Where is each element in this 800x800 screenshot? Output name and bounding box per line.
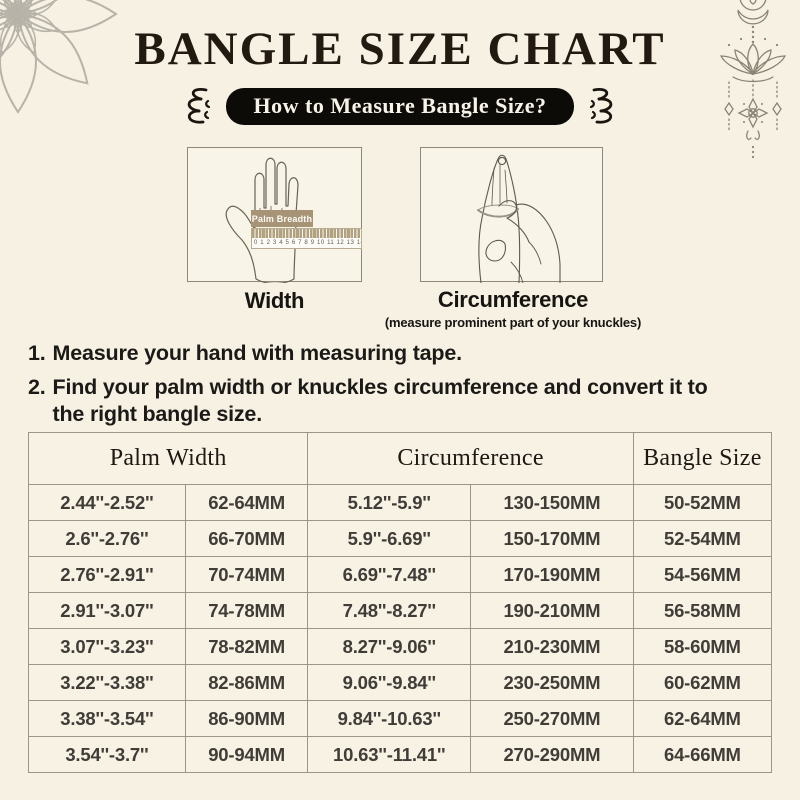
width-illustration-box: 0 1 2 3 4 5 6 7 8 9 10 11 12 13 14 Palm … xyxy=(187,147,362,283)
ruler: 0 1 2 3 4 5 6 7 8 9 10 11 12 13 14 xyxy=(251,228,362,249)
table-cell: 250-270MM xyxy=(470,700,634,737)
subtitle-pill: How to Measure Bangle Size? xyxy=(225,87,575,125)
table-cell: 2.91''-3.07'' xyxy=(28,592,186,629)
table-cell: 9.06''-9.84'' xyxy=(307,664,472,701)
circumference-illustration-box xyxy=(420,147,603,283)
table-cell: 2.44''-2.52'' xyxy=(28,484,186,521)
table-cell: 190-210MM xyxy=(470,592,634,629)
table-cell: 170-190MM xyxy=(470,556,634,593)
flourish-right-icon xyxy=(590,88,613,124)
table-row: 2.44''-2.52'' 62-64MM 5.12''-5.9'' 130-1… xyxy=(28,484,773,521)
table-cell: 64-66MM xyxy=(632,736,773,773)
table-row: 3.54''-3.7'' 90-94MM 10.63''-11.41'' 270… xyxy=(28,736,773,773)
table-cell: 50-52MM xyxy=(632,484,773,521)
ruler-numbers: 0 1 2 3 4 5 6 7 8 9 10 11 12 13 14 xyxy=(254,240,361,246)
width-caption: Width xyxy=(244,288,305,313)
knuckle-measure-illustration xyxy=(477,154,561,283)
table-cell: 210-230MM xyxy=(470,628,634,665)
table-cell: 56-58MM xyxy=(632,592,773,629)
instruction-step-1: 1. Measure your hand with measuring tape… xyxy=(28,340,768,366)
flourish-left-icon xyxy=(187,88,210,124)
circumference-caption-note: (measure prominent part of your knuckles… xyxy=(384,315,642,330)
subtitle-pill-label: How to Measure Bangle Size? xyxy=(253,93,547,118)
table-cell: 7.48''-8.27'' xyxy=(307,592,472,629)
table-row: 2.91''-3.07'' 74-78MM 7.48''-8.27'' 190-… xyxy=(28,592,773,629)
header-bangle-size: Bangle Size xyxy=(632,432,773,485)
instruction-text: Measure your hand with measuring tape. xyxy=(52,341,463,365)
table-cell: 8.27''-9.06'' xyxy=(307,628,472,665)
header-palm-width: Palm Width xyxy=(27,432,309,485)
instruction-number: 1. xyxy=(28,341,46,365)
instructions: 1. Measure your hand with measuring tape… xyxy=(28,340,768,435)
page-title: BANGLE SIZE CHART xyxy=(134,23,666,75)
table-cell: 3.07''-3.23'' xyxy=(28,628,186,665)
table-cell: 270-290MM xyxy=(470,736,634,773)
palm-breadth-label: Palm Breadth xyxy=(251,210,313,227)
table-row: 2.6''-2.76'' 66-70MM 5.9''-6.69'' 150-17… xyxy=(28,520,773,557)
table-row: 2.76''-2.91'' 70-74MM 6.69''-7.48'' 170-… xyxy=(28,556,773,593)
instruction-text: Find your palm width or knuckles circumf… xyxy=(52,375,708,426)
table-cell: 3.54''-3.7'' xyxy=(28,736,186,773)
table-cell: 6.69''-7.48'' xyxy=(307,556,472,593)
circumference-caption: Circumference (measure prominent part of… xyxy=(363,287,663,330)
table-cell: 9.84''-10.63'' xyxy=(307,700,472,737)
table-row: 3.38''-3.54'' 86-90MM 9.84''-10.63'' 250… xyxy=(28,700,773,737)
table-cell: 78-82MM xyxy=(184,628,309,665)
size-conversion-table: Palm Width Circumference Bangle Size 2.4… xyxy=(27,432,773,773)
table-cell: 5.12''-5.9'' xyxy=(307,484,472,521)
table-cell: 82-86MM xyxy=(184,664,309,701)
table-cell: 54-56MM xyxy=(632,556,773,593)
table-cell: 3.22''-3.38'' xyxy=(28,664,186,701)
table-cell: 52-54MM xyxy=(632,520,773,557)
table-cell: 2.6''-2.76'' xyxy=(28,520,186,557)
instruction-number: 2. xyxy=(28,375,46,400)
table-cell: 150-170MM xyxy=(470,520,634,557)
circumference-caption-label: Circumference xyxy=(437,287,589,312)
ruler-ticks xyxy=(252,229,361,238)
table-cell: 58-60MM xyxy=(632,628,773,665)
table-cell: 66-70MM xyxy=(184,520,309,557)
table-cell: 74-78MM xyxy=(184,592,309,629)
table-row: 3.22''-3.38'' 82-86MM 9.06''-9.84'' 230-… xyxy=(28,664,773,701)
table-cell: 3.38''-3.54'' xyxy=(28,700,186,737)
table-cell: 86-90MM xyxy=(184,700,309,737)
subtitle-row: How to Measure Bangle Size? xyxy=(0,84,800,128)
table-cell: 70-74MM xyxy=(184,556,309,593)
table-cell: 62-64MM xyxy=(184,484,309,521)
table-cell: 62-64MM xyxy=(632,700,773,737)
table-cell: 2.76''-2.91'' xyxy=(28,556,186,593)
table-cell: 5.9''-6.69'' xyxy=(307,520,472,557)
table-cell: 90-94MM xyxy=(184,736,309,773)
table-row: 3.07''-3.23'' 78-82MM 8.27''-9.06'' 210-… xyxy=(28,628,773,665)
table-header-row: Palm Width Circumference Bangle Size xyxy=(27,432,773,485)
instruction-step-2: 2. Find your palm width or knuckles circ… xyxy=(28,374,768,427)
table-cell: 230-250MM xyxy=(470,664,634,701)
header-circumference: Circumference xyxy=(307,432,634,485)
table-cell: 130-150MM xyxy=(470,484,634,521)
table-cell: 60-62MM xyxy=(632,664,773,701)
table-cell: 10.63''-11.41'' xyxy=(307,736,472,773)
